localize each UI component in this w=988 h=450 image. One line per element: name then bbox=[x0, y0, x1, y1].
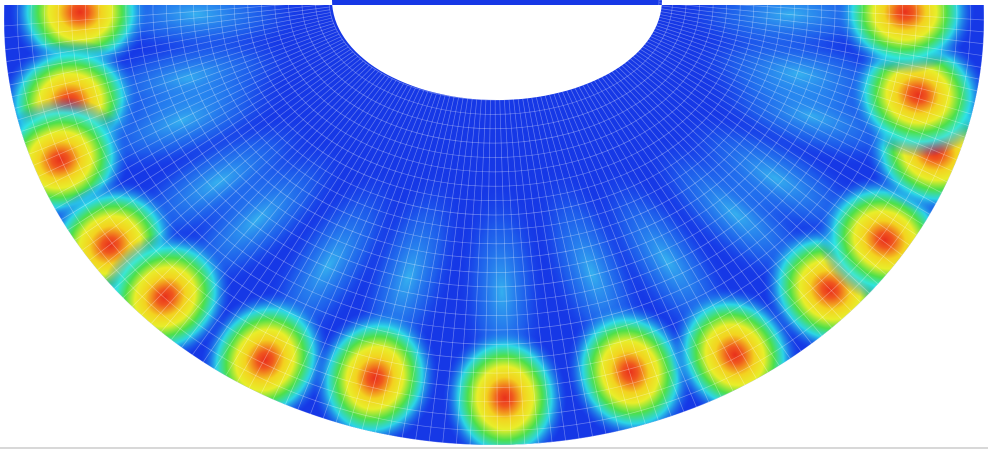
contour-plot bbox=[0, 0, 988, 450]
page: (() => { const data = JSON.parse(documen… bbox=[0, 0, 988, 450]
